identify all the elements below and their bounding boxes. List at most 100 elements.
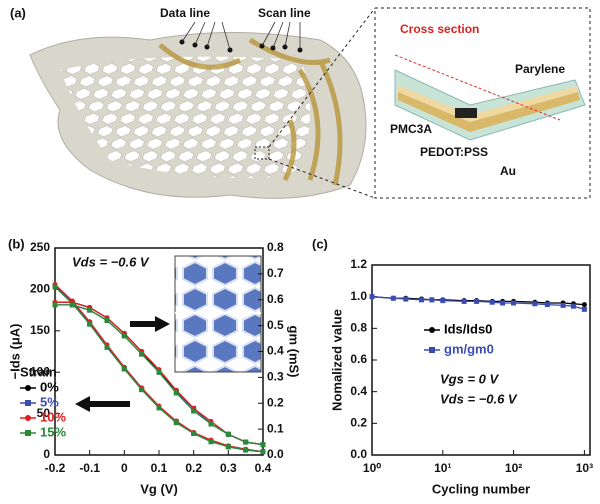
y-tick-label: 1.2 xyxy=(350,257,367,271)
legend-title: Strain xyxy=(20,364,57,379)
marker xyxy=(570,303,576,309)
legend-marker xyxy=(429,327,435,333)
marker xyxy=(532,301,538,307)
marker xyxy=(156,369,162,375)
y-tick-label: 1.0 xyxy=(350,289,367,303)
y-tick-label: 200 xyxy=(30,282,50,296)
marker xyxy=(500,300,506,306)
callout-label: Parylene xyxy=(515,62,565,76)
marker xyxy=(429,297,435,303)
y-tick-label: 250 xyxy=(30,240,50,254)
marker xyxy=(173,390,179,396)
x-tick-label: 10² xyxy=(505,461,522,475)
inset-photo xyxy=(174,255,262,373)
legend-label: 15% xyxy=(40,424,66,439)
pmc3a-layer xyxy=(398,85,578,122)
marker xyxy=(461,298,467,304)
y2-tick-label: 0.6 xyxy=(267,292,284,306)
marker xyxy=(260,449,266,455)
marker xyxy=(369,294,375,300)
y-tick-label: 0.2 xyxy=(350,416,367,430)
marker xyxy=(104,344,110,350)
legend-marker xyxy=(25,400,31,406)
legend-label: 10% xyxy=(40,409,66,424)
x-axis-label: Vg (V) xyxy=(140,481,178,496)
legend-marker xyxy=(25,430,31,436)
x-tick-label: 10⁰ xyxy=(363,461,381,475)
annotation: Vds = −0.6 V xyxy=(72,254,150,269)
series-line xyxy=(371,296,585,306)
legend-marker xyxy=(25,415,31,421)
x-tick-label: 0.4 xyxy=(255,461,272,475)
legend-marker xyxy=(429,347,435,353)
y-tick-label: 0 xyxy=(43,447,50,461)
callout-label: Scan line xyxy=(258,6,311,20)
marker xyxy=(243,439,249,445)
marker xyxy=(104,317,110,323)
marker xyxy=(581,302,587,308)
marker xyxy=(474,298,480,304)
y2-tick-label: 0.7 xyxy=(267,266,284,280)
device-illustration xyxy=(29,7,591,199)
marker xyxy=(69,302,75,308)
callout-label: PMC3A xyxy=(390,122,432,136)
x-tick-label: -0.1 xyxy=(79,461,100,475)
marker xyxy=(418,297,424,303)
series-line xyxy=(371,296,585,310)
y2-axis-label: gm (mS) xyxy=(287,326,302,378)
legend-label: 0% xyxy=(40,379,59,394)
panel-label: (b) xyxy=(8,236,25,251)
y-axis-label: −Ids (μA) xyxy=(7,324,22,380)
marker xyxy=(139,387,145,393)
callout-lines xyxy=(181,21,301,51)
callout-label: Cross section xyxy=(400,22,479,36)
panel-label: (c) xyxy=(312,236,328,251)
marker xyxy=(403,296,409,302)
x-tick-label: 10³ xyxy=(576,461,593,475)
x-tick-label: 10¹ xyxy=(434,461,451,475)
y-tick-label: 0.4 xyxy=(350,384,367,398)
marker xyxy=(191,430,197,436)
annotation: Vgs = 0 V xyxy=(440,371,499,386)
arrow xyxy=(75,396,130,412)
parylene-layer xyxy=(394,69,586,141)
marker xyxy=(243,447,249,453)
x-tick-label: 0.2 xyxy=(185,461,202,475)
marker xyxy=(52,302,58,308)
marker xyxy=(390,295,396,301)
y2-tick-label: 0.5 xyxy=(267,318,284,332)
marker xyxy=(208,421,214,427)
callout-label: Data line xyxy=(160,6,210,20)
marker xyxy=(121,366,127,372)
marker xyxy=(225,431,231,437)
legend-marker xyxy=(25,385,31,391)
plot-frame xyxy=(371,264,591,456)
y2-tick-label: 0.0 xyxy=(267,447,284,461)
y2-tick-label: 0.4 xyxy=(267,344,284,358)
marker xyxy=(511,300,517,306)
annotation: Vds = −0.6 V xyxy=(440,391,518,406)
marker xyxy=(121,333,127,339)
x-tick-label: 0 xyxy=(121,461,128,475)
y2-tick-label: 0.8 xyxy=(267,240,284,254)
y-tick-label: 100 xyxy=(30,364,50,378)
marker xyxy=(260,442,266,448)
legend-label: Ids/Ids0 xyxy=(444,321,492,336)
y-axis-label: Nomalized value xyxy=(329,309,344,411)
marker xyxy=(208,439,214,445)
legend-label: 5% xyxy=(40,394,59,409)
marker xyxy=(225,444,231,450)
marker xyxy=(191,408,197,414)
x-tick-label: -0.2 xyxy=(45,461,66,475)
marker xyxy=(560,302,566,308)
marker xyxy=(87,321,93,327)
marker xyxy=(87,307,93,313)
marker xyxy=(440,298,446,304)
callout-label: Au xyxy=(500,164,516,178)
x-tick-label: 0.3 xyxy=(220,461,237,475)
marker xyxy=(581,306,587,312)
y2-tick-label: 0.2 xyxy=(267,395,284,409)
marker xyxy=(173,420,179,426)
